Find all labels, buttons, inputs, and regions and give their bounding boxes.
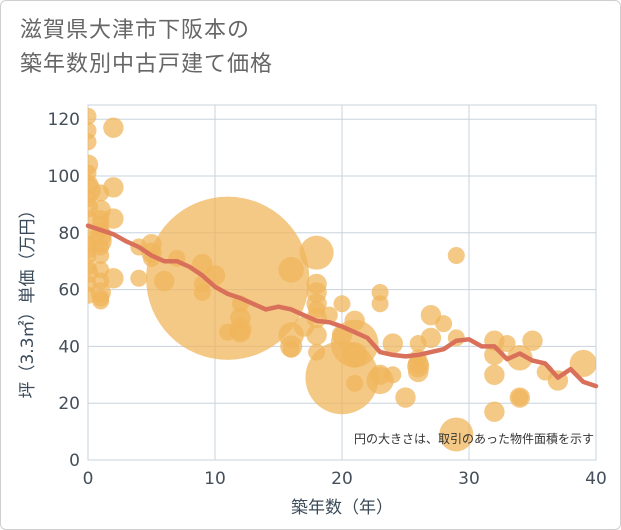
size-legend-note: 円の大きさは、取引のあった物件面積を示す xyxy=(354,431,594,446)
bubble-point xyxy=(146,196,310,360)
title-line-1: 滋賀県大津市下阪本の xyxy=(20,18,251,43)
bubble-point xyxy=(333,295,351,313)
bubble-point xyxy=(484,401,505,422)
bubble-point xyxy=(484,364,505,385)
bubble-point xyxy=(522,330,543,351)
y-tick-label: 100 xyxy=(48,167,80,187)
y-tick-label: 20 xyxy=(58,394,80,414)
bubble-point xyxy=(103,177,124,198)
bubble-point xyxy=(447,247,465,265)
title-line-2: 築年数別中古戸建て価格 xyxy=(20,52,274,77)
bubble-point xyxy=(382,333,403,354)
bubble-point xyxy=(569,349,596,378)
y-tick-label: 80 xyxy=(58,224,80,244)
bubble-point xyxy=(371,295,389,313)
bubble-point xyxy=(509,387,530,408)
bubble-point xyxy=(130,269,148,287)
x-axis-label: 築年数（年） xyxy=(291,498,393,518)
y-tick-label: 120 xyxy=(48,110,80,130)
bubble-point xyxy=(230,307,251,329)
bubble-point xyxy=(103,117,124,138)
bubble-point xyxy=(278,256,304,283)
x-tick-label: 10 xyxy=(204,469,226,489)
bubble-point xyxy=(408,361,429,383)
y-tick-label: 0 xyxy=(69,451,80,471)
bubble-point xyxy=(282,340,300,358)
x-tick-label: 40 xyxy=(585,469,607,489)
trend-line xyxy=(85,223,599,389)
bubble-point xyxy=(420,327,442,349)
bubble-point xyxy=(92,247,110,265)
y-axis-label: 坪（3.3㎡）単価（万円） xyxy=(18,201,38,398)
bubble-point xyxy=(92,292,110,310)
bubble-point xyxy=(320,306,338,324)
bubble-point xyxy=(439,417,474,452)
bubble-point xyxy=(103,268,124,289)
chart-title: 滋賀県大津市下阪本の 築年数別中古戸建て価格 xyxy=(20,14,273,82)
bubble-series xyxy=(88,107,596,452)
x-tick-label: 30 xyxy=(458,469,480,489)
bubble-point xyxy=(435,315,453,333)
bubble-point xyxy=(498,335,516,353)
bubble-point xyxy=(341,342,368,368)
bubble-point xyxy=(384,366,402,384)
trend-series xyxy=(85,223,599,389)
y-tick-label: 60 xyxy=(58,281,80,301)
x-tick-label: 20 xyxy=(331,469,353,489)
bubble-point xyxy=(103,208,124,229)
bubble-point xyxy=(88,133,97,151)
bubble-point xyxy=(88,107,97,125)
x-tick-label: 0 xyxy=(83,469,94,489)
bubble-point xyxy=(306,324,327,346)
bubble-point xyxy=(507,345,533,371)
bubble-point xyxy=(346,374,364,392)
y-tick-label: 40 xyxy=(58,337,80,357)
bubble-point xyxy=(299,235,334,270)
bubble-point xyxy=(395,387,416,408)
tick-labels: 0 10 20 30 40 0 20 40 60 80 100 120 xyxy=(48,110,607,489)
